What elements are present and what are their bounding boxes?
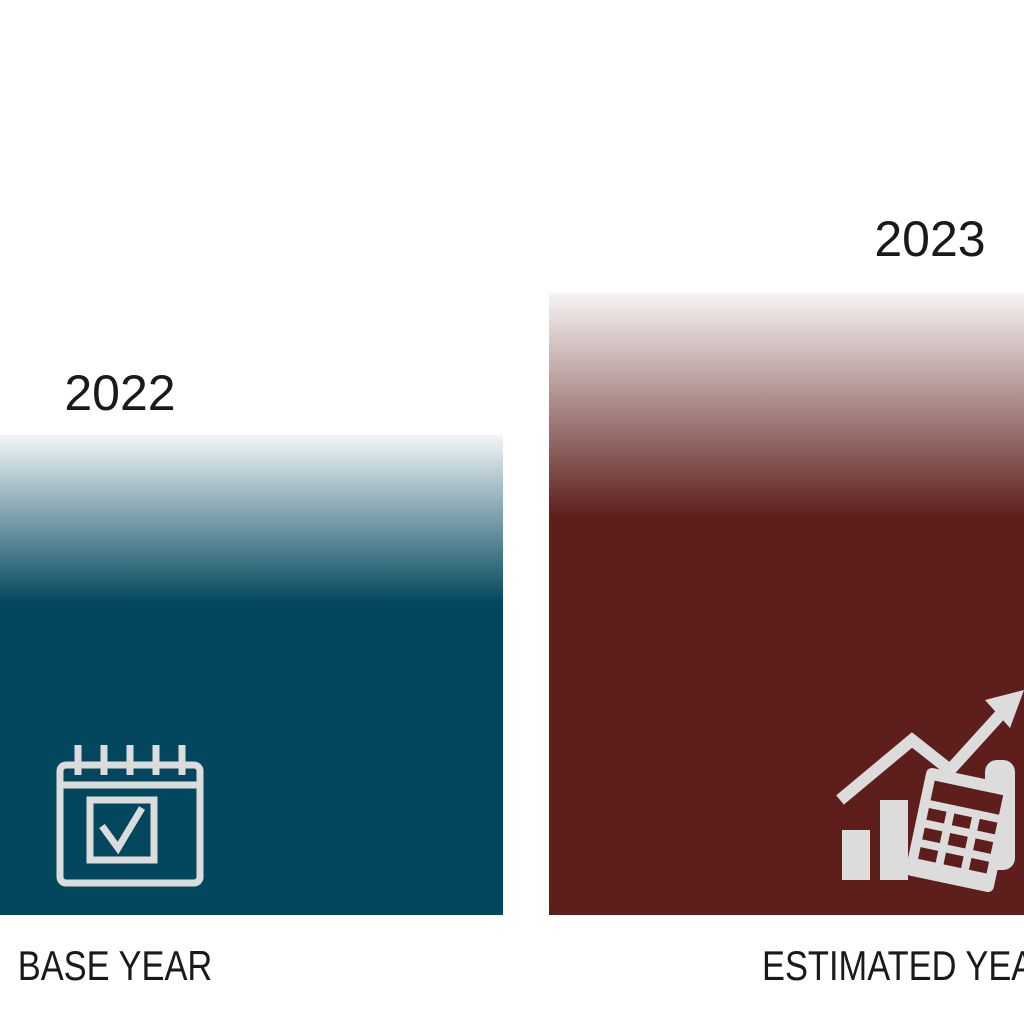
calendar-icon xyxy=(56,745,204,887)
estimated-year: 2023 xyxy=(874,211,985,267)
base-year-label: BASE YEAR xyxy=(18,943,213,990)
base-year: 2022 xyxy=(64,365,175,421)
estimated-year-label: ESTIMATED YEAR xyxy=(762,943,1024,990)
growth-calculator-icon xyxy=(836,690,1024,893)
